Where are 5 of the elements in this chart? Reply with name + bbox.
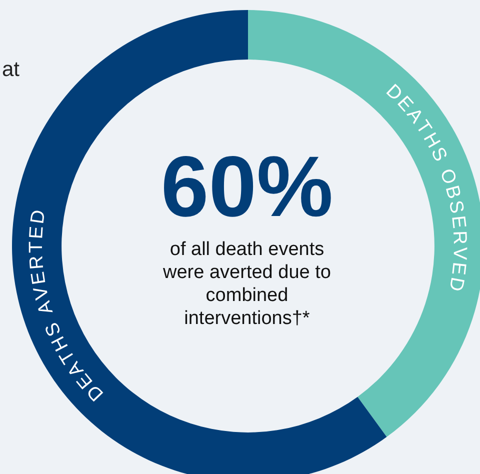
text: at: [2, 58, 20, 82]
text: 60%: [160, 139, 334, 235]
category-label: DEATHS OBSERVED: [382, 80, 470, 293]
text: of all death events were averted due to combined interventions†*: [162, 238, 332, 330]
category-label: DEATHS AVERTED: [26, 208, 108, 405]
